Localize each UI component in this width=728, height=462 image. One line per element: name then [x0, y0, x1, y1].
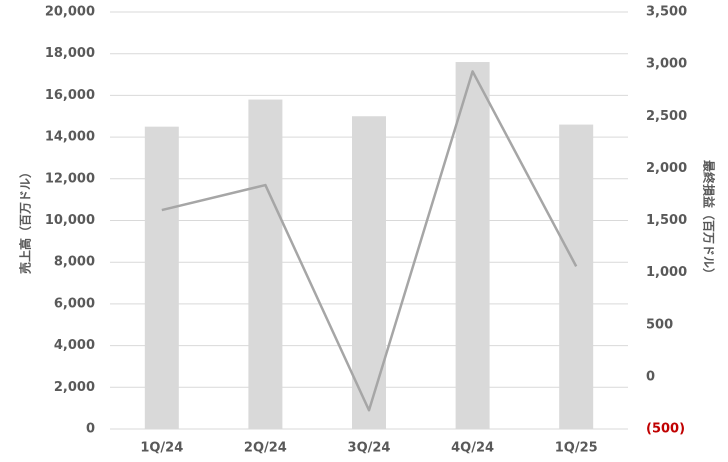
- y2-tick-label: 3,500: [646, 5, 687, 20]
- y2-tick-label: (500): [646, 422, 685, 437]
- y-tick-label: 8,000: [54, 255, 95, 270]
- y2-tick-label: 2,000: [646, 161, 687, 176]
- line: [161, 70, 578, 412]
- x-tick-label: 2Q/24: [244, 441, 287, 456]
- y2-tick-label: 1,000: [646, 265, 687, 280]
- y2-axis-title: 最終損益（百万ドル）: [702, 160, 717, 280]
- y-tick-label: 14,000: [45, 130, 95, 145]
- bar: [559, 124, 594, 429]
- y-tick-label: 0: [86, 422, 95, 437]
- bar: [455, 62, 490, 429]
- y2-tick-label: 1,500: [646, 213, 687, 228]
- y2-tick-label: 3,000: [646, 57, 687, 72]
- x-tick-label: 1Q/25: [555, 441, 598, 456]
- y-tick-label: 6,000: [54, 296, 95, 311]
- y2-tick-label: 500: [646, 317, 673, 332]
- x-tick-label: 3Q/24: [348, 441, 391, 456]
- x-tick-label: 4Q/24: [451, 441, 494, 456]
- y-tick-label: 18,000: [45, 46, 95, 61]
- bar: [248, 99, 283, 429]
- y-tick-label: 4,000: [54, 338, 95, 353]
- y-axis-title: 売上高（百万ドル）: [18, 166, 33, 274]
- y-tick-label: 10,000: [45, 213, 95, 228]
- bar: [144, 126, 179, 430]
- y-tick-label: 16,000: [45, 88, 95, 103]
- y-tick-label: 20,000: [45, 5, 95, 20]
- y2-tick-label: 0: [646, 369, 655, 384]
- y2-tick-label: 2,500: [646, 109, 687, 124]
- x-tick-label: 1Q/24: [140, 441, 183, 456]
- y-tick-label: 2,000: [54, 380, 95, 395]
- y-tick-label: 12,000: [45, 171, 95, 186]
